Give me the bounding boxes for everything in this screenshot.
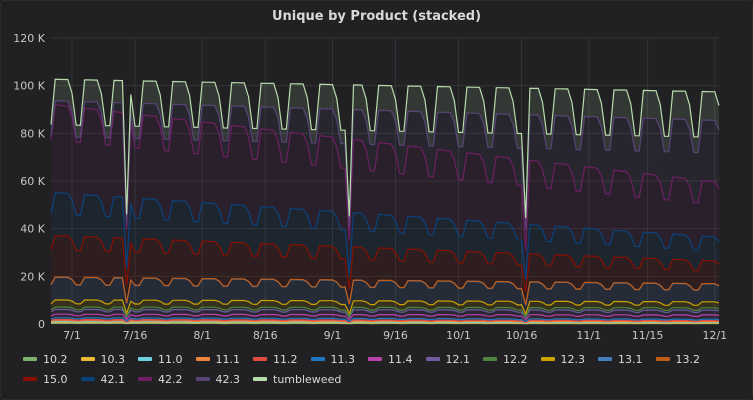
legend-item-11.2[interactable]: 11.2 [253, 351, 298, 367]
legend-item-15.0[interactable]: 15.0 [23, 371, 68, 387]
x-tick-label: 12/1 [702, 329, 727, 342]
x-tick-label: 10/16 [506, 329, 538, 342]
series-line-11.3[interactable] [50, 317, 720, 323]
legend-item-42.1[interactable]: 42.1 [80, 371, 126, 387]
legend-item-42.3[interactable]: 42.3 [195, 371, 241, 387]
x-tick-label: 11/1 [576, 329, 601, 342]
y-tick-label: 60 K [20, 175, 45, 188]
series-line-42.1[interactable] [50, 192, 720, 280]
series-line-tumbleweed[interactable] [50, 78, 720, 218]
legend-item-11.0[interactable]: 11.0 [138, 351, 183, 367]
x-tick-label: 10/1 [446, 329, 471, 342]
series-area-tumbleweed [51, 79, 719, 230]
legend-item-10.3[interactable]: 10.3 [80, 351, 126, 367]
legend-swatch [195, 377, 210, 381]
legend-label: 10.2 [43, 352, 68, 366]
legend-label: 11.2 [273, 352, 298, 366]
legend-swatch [80, 357, 95, 361]
x-tick-label: 9/16 [383, 329, 408, 342]
legend-label: 11.0 [158, 352, 183, 366]
legend-item-11.3[interactable]: 11.3 [310, 351, 356, 367]
legend-swatch [425, 357, 440, 361]
legend-swatch [138, 377, 152, 381]
legend-swatch [253, 377, 267, 381]
series-line-15.0[interactable] [50, 234, 720, 293]
series-area-12.3 [51, 299, 719, 317]
x-tick-label: 11/15 [632, 329, 664, 342]
series-area-42.1 [51, 192, 719, 293]
legend-item-12.3[interactable]: 12.3 [540, 351, 586, 367]
legend-label: 11.4 [388, 352, 413, 366]
series-line-42.3[interactable] [50, 100, 720, 230]
y-tick-label: 80 K [20, 127, 45, 140]
legend-swatch [368, 357, 382, 361]
series-line-11.4[interactable] [50, 313, 720, 321]
series-area-15.0 [51, 235, 719, 305]
x-tick-label: 7/1 [63, 329, 81, 342]
legend-item-42.2[interactable]: 42.2 [138, 371, 183, 387]
legend-item-tumbleweed[interactable]: tumbleweed [253, 371, 341, 387]
legend-swatch [23, 377, 37, 381]
legend-label: 42.1 [100, 372, 126, 386]
legend-label: 42.3 [215, 372, 241, 386]
legend-item-12.1[interactable]: 12.1 [425, 351, 471, 367]
legend-label: 13.2 [675, 352, 701, 366]
series-line-12.2[interactable] [50, 306, 720, 318]
series-line-11.2[interactable] [50, 318, 720, 323]
panel-title[interactable]: Unique by Product (stacked) [271, 9, 482, 24]
legend-label: 12.2 [503, 352, 528, 366]
series-line-12.3[interactable] [50, 299, 720, 316]
legend-item-11.4[interactable]: 11.4 [368, 351, 413, 367]
x-tick-label: 8/16 [253, 329, 278, 342]
y-tick-label: 0 [38, 318, 45, 331]
legend-swatch [540, 357, 555, 361]
chart-legend: 10.2 10.3 11.0 11.1 11.2 11.3 11.4 12.1 12.2 12.3… [23, 351, 743, 387]
legend-label: 15.0 [43, 372, 68, 386]
y-tick-label: 20 K [20, 270, 45, 283]
series-area-13.1 [51, 277, 719, 314]
legend-swatch [310, 357, 325, 361]
legend-item-12.2[interactable]: 12.2 [483, 351, 528, 367]
legend-label: 11.1 [215, 352, 241, 366]
legend-item-13.2[interactable]: 13.2 [655, 351, 701, 367]
x-tick-label: 8/1 [193, 329, 211, 342]
series-area-42.2 [51, 104, 719, 280]
legend-swatch [655, 357, 670, 361]
legend-label: 11.3 [330, 352, 356, 366]
series-line-11.1[interactable] [50, 320, 720, 324]
legend-swatch [483, 357, 497, 361]
series-line-13.2[interactable] [50, 276, 720, 306]
series-line-42.2[interactable] [50, 104, 720, 251]
y-tick-label: 40 K [20, 223, 45, 236]
legend-item-11.1[interactable]: 11.1 [195, 351, 241, 367]
y-tick-label: 120 K [13, 32, 45, 45]
legend-item-13.1[interactable]: 13.1 [598, 351, 643, 367]
legend-label: tumbleweed [273, 372, 342, 386]
legend-swatch [80, 377, 95, 381]
legend-swatch [195, 357, 210, 361]
series-area-42.3 [51, 100, 719, 251]
legend-label: 12.3 [560, 352, 586, 366]
series-line-12.1[interactable] [50, 308, 720, 319]
legend-swatch [598, 357, 612, 361]
legend-label: 42.2 [158, 372, 183, 386]
x-tick-label: 7/16 [123, 329, 148, 342]
x-tick-label: 9/1 [324, 329, 342, 342]
legend-swatch [253, 357, 267, 361]
legend-swatch [138, 357, 152, 361]
y-tick-label: 100 K [13, 80, 45, 93]
legend-label: 12.1 [445, 352, 471, 366]
legend-label: 13.1 [618, 352, 643, 366]
legend-item-10.2[interactable]: 10.2 [23, 351, 68, 367]
legend-swatch [23, 357, 37, 361]
legend-label: 10.3 [100, 352, 126, 366]
